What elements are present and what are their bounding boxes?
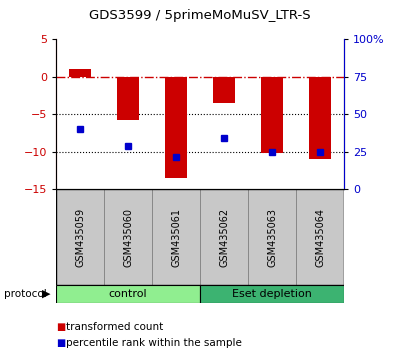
Bar <box>56 189 104 285</box>
Bar <box>200 189 248 285</box>
Bar <box>104 189 152 285</box>
Text: GSM435063: GSM435063 <box>267 208 277 267</box>
Text: GSM435064: GSM435064 <box>315 208 325 267</box>
Text: percentile rank within the sample: percentile rank within the sample <box>66 338 242 348</box>
Text: GSM435060: GSM435060 <box>123 208 133 267</box>
Bar <box>296 189 344 285</box>
Text: GDS3599 / 5primeMoMuSV_LTR-S: GDS3599 / 5primeMoMuSV_LTR-S <box>89 10 311 22</box>
Bar <box>117 76 139 120</box>
Bar <box>248 189 296 285</box>
Text: Eset depletion: Eset depletion <box>232 289 312 299</box>
Text: protocol: protocol <box>4 289 47 299</box>
Bar <box>69 69 91 76</box>
Bar <box>309 76 331 159</box>
Bar <box>261 76 283 153</box>
Text: GSM435059: GSM435059 <box>75 207 85 267</box>
Text: ■: ■ <box>56 322 65 332</box>
Text: ■: ■ <box>56 338 65 348</box>
Bar <box>56 285 200 303</box>
Text: control: control <box>109 289 147 299</box>
Bar <box>200 285 344 303</box>
Text: ▶: ▶ <box>42 289 50 299</box>
Bar <box>213 76 235 103</box>
Bar <box>152 189 200 285</box>
Text: transformed count: transformed count <box>66 322 163 332</box>
Text: GSM435062: GSM435062 <box>219 207 229 267</box>
Text: GSM435061: GSM435061 <box>171 208 181 267</box>
Bar <box>165 76 187 178</box>
